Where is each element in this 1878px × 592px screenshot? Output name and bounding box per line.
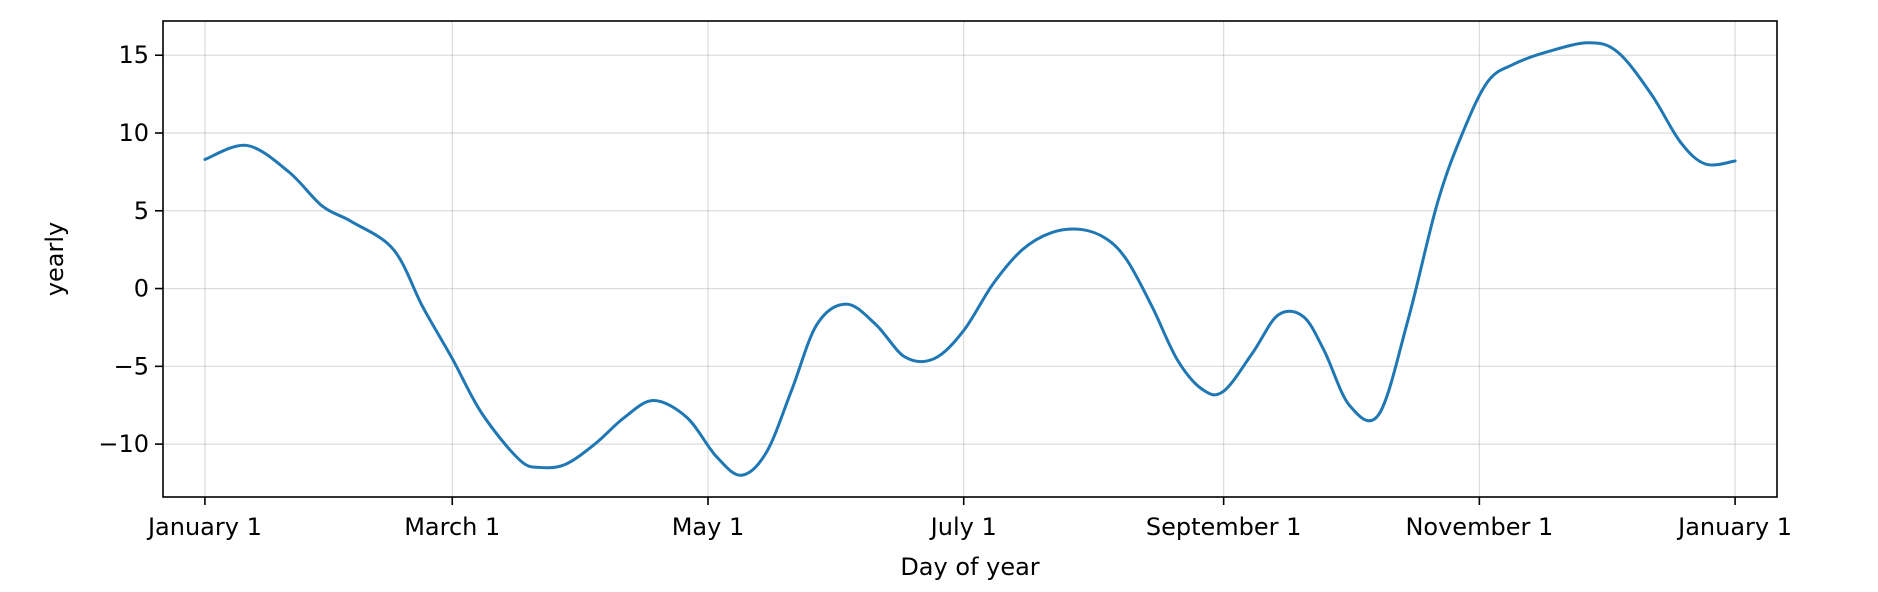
y-tick-label: −10 bbox=[98, 430, 149, 458]
yearly-series-line bbox=[203, 41, 1737, 477]
x-tick-label: March 1 bbox=[404, 513, 500, 541]
x-tick-label: November 1 bbox=[1405, 513, 1553, 541]
y-tick-label: 0 bbox=[134, 275, 149, 303]
y-tick-label: 10 bbox=[118, 119, 149, 147]
x-tick-label: September 1 bbox=[1146, 513, 1302, 541]
x-tick-label: January 1 bbox=[1676, 513, 1792, 541]
y-axis-title: yearly bbox=[41, 222, 69, 296]
plot-frame bbox=[162, 20, 1778, 498]
y-tick-label: 15 bbox=[118, 41, 149, 69]
x-tick-label: January 1 bbox=[146, 513, 262, 541]
x-tick-label: May 1 bbox=[672, 513, 745, 541]
y-tick-label: 5 bbox=[134, 197, 149, 225]
x-axis-title: Day of year bbox=[900, 553, 1039, 581]
tick-layer: January 1 March 1 May 1 July 1 September 1 No… bbox=[98, 41, 1792, 541]
x-tick-label: July 1 bbox=[929, 513, 997, 541]
series-layer bbox=[203, 41, 1737, 477]
y-tick-label: −5 bbox=[114, 352, 149, 380]
grid-layer bbox=[163, 21, 1777, 497]
